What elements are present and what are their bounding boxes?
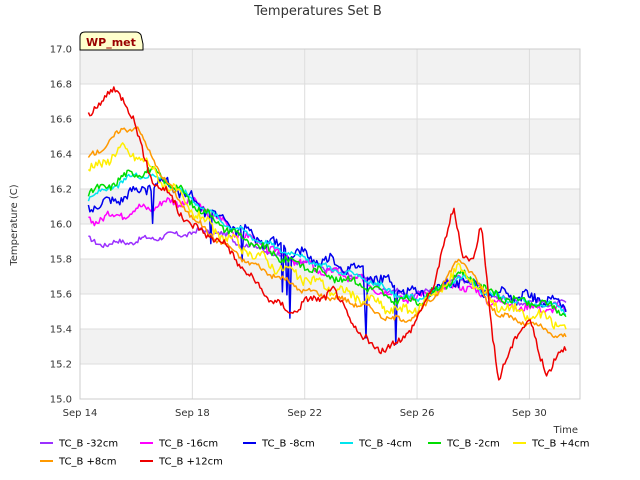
legend-entry: TC_B -4cm (340, 439, 412, 450)
y-tick-label: 15.0 (50, 395, 72, 406)
y-tick-label: 15.2 (50, 360, 72, 371)
y-tick-label: 16.0 (50, 220, 72, 231)
background-band (80, 49, 580, 84)
legend-entry: TC_B -8cm (243, 439, 315, 450)
legend-entry: TC_B -16cm (140, 439, 218, 450)
legend: TC_B -32cm TC_B -16cm TC_B -8cm TC_B -4cm TC… (40, 439, 590, 468)
x-tick-label: Sep 26 (400, 408, 435, 419)
chart-title: Temperatures Set B (253, 4, 382, 19)
wp-met-badge: WP_met (79, 31, 144, 51)
legend-entry: TC_B +12cm (140, 457, 223, 468)
series-line-tc-b-8cm (87, 126, 567, 339)
legend-label: TC_B +8cm (58, 457, 117, 468)
legend-label: TC_B -2cm (446, 439, 500, 450)
series-line-tc-b-12cm (87, 86, 567, 381)
plot-frame (79, 48, 581, 400)
y-tick-label: 15.4 (50, 325, 72, 336)
background-band (80, 189, 580, 224)
x-tick-label: Sep 22 (287, 408, 322, 419)
background-band (80, 259, 580, 294)
y-tick-label: 15.6 (50, 290, 72, 301)
background-band (80, 329, 580, 364)
legend-entry: TC_B -32cm (40, 439, 118, 450)
legend-label: TC_B -16cm (158, 439, 218, 450)
series-lines (87, 86, 567, 381)
x-tick-label: Sep 14 (63, 408, 98, 419)
y-tick-label: 16.6 (50, 115, 72, 126)
legend-label: TC_B +4cm (531, 439, 590, 450)
y-tick-label: 17.0 (50, 45, 72, 56)
legend-label: TC_B -8cm (261, 439, 315, 450)
y-tick-label: 16.4 (50, 150, 72, 161)
x-axis-label: Time (553, 425, 578, 436)
legend-label: TC_B -32cm (58, 439, 118, 450)
x-tick-labels: Sep 14 Sep 18 Sep 22 Sep 26 Sep 30 (63, 408, 547, 419)
badge-label: WP_met (86, 36, 136, 49)
series-line-tc-b-32cm (88, 227, 567, 308)
y-axis-label: Temperature (C) (9, 184, 20, 266)
legend-label: TC_B -4cm (358, 439, 412, 450)
y-tick-label: 16.8 (50, 80, 72, 91)
y-tick-label: 15.8 (50, 255, 72, 266)
legend-entry: TC_B -2cm (428, 439, 500, 450)
series-line-tc-b-4cm (87, 142, 567, 330)
legend-entry: TC_B +8cm (40, 457, 117, 468)
background-band (80, 119, 580, 154)
x-tick-label: Sep 18 (175, 408, 210, 419)
y-tick-label: 16.2 (50, 185, 72, 196)
legend-label: TC_B +12cm (158, 457, 223, 468)
x-tick-label: Sep 30 (512, 408, 547, 419)
legend-entry: TC_B +4cm (513, 439, 590, 450)
y-tick-labels: 15.0 15.2 15.4 15.6 15.8 16.0 16.2 16.4 16.6 16.8… (50, 45, 72, 406)
